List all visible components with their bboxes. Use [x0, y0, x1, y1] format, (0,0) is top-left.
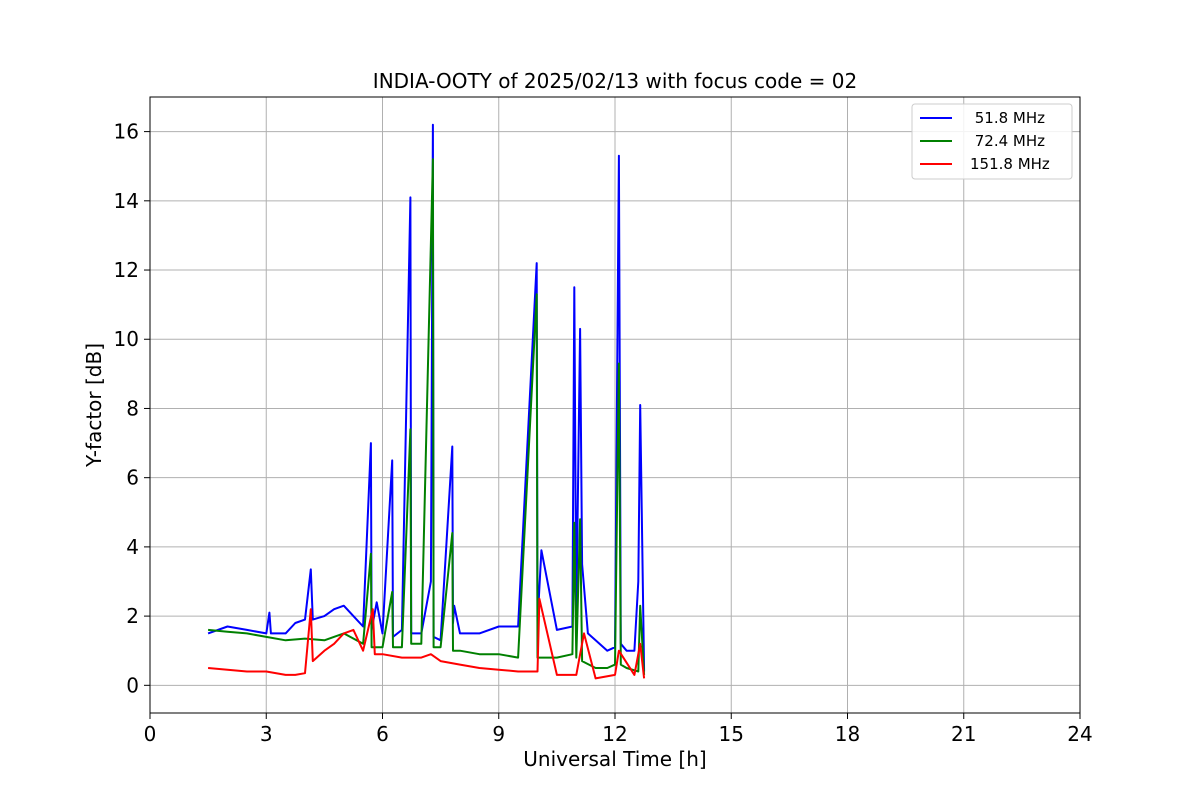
y-tick-label: 4	[126, 535, 139, 559]
legend-label-1: 72.4 MHz	[970, 132, 1045, 150]
y-tick-label: 12	[114, 258, 139, 282]
series-line-2	[208, 597, 646, 680]
x-tick-label: 12	[602, 722, 627, 746]
x-axis-label: Universal Time [h]	[523, 747, 706, 771]
x-tick-label: 0	[144, 722, 157, 746]
y-tick-label: 2	[126, 604, 139, 628]
x-tick-label: 9	[492, 722, 505, 746]
x-tick-label: 21	[951, 722, 976, 746]
y-axis-label: Y-factor [dB]	[82, 343, 106, 468]
y-tick-label: 10	[114, 327, 139, 351]
series-layer	[207, 123, 646, 680]
legend-label-0: 51.8 MHz	[970, 109, 1045, 127]
y-tick-label: 0	[126, 673, 139, 697]
x-tick-label: 6	[376, 722, 389, 746]
y-tick-label: 14	[114, 189, 139, 213]
x-tick-label: 24	[1067, 722, 1092, 746]
ticks	[144, 131, 1081, 719]
y-tick-label: 8	[126, 396, 139, 420]
x-tick-label: 15	[719, 722, 744, 746]
legend-box	[911, 103, 1073, 180]
x-tick-label: 3	[260, 722, 273, 746]
y-tick-label: 16	[114, 120, 139, 144]
y-tick-label: 6	[126, 466, 139, 490]
chart-title: INDIA-OOTY of 2025/02/13 with focus code…	[373, 69, 857, 93]
legend-label-2: 151.8 MHz	[970, 155, 1050, 173]
legend: 51.8 MHz 72.4 MHz 151.8 MHz	[911, 103, 1073, 180]
series-line-1	[208, 158, 646, 675]
x-tick-label: 18	[835, 722, 860, 746]
